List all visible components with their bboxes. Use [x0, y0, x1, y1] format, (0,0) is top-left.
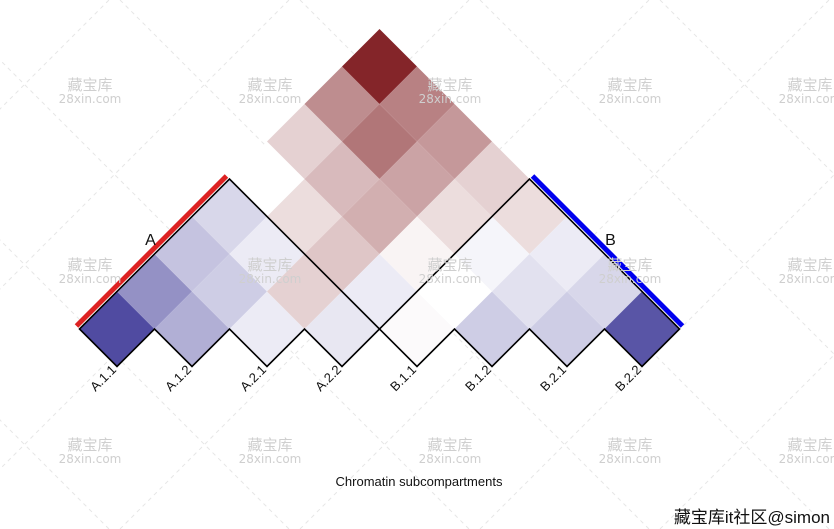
watermark-url: 28xin.com — [59, 272, 122, 286]
watermark-cn: 藏宝库 — [607, 256, 652, 274]
watermark-url: 28xin.com — [599, 452, 662, 466]
tick-label: A.1.1 — [87, 362, 119, 394]
watermark-cn: 藏宝库 — [787, 256, 832, 274]
group-outline-A — [78, 177, 381, 368]
watermark-url: 28xin.com — [239, 272, 302, 286]
watermark-cn: 藏宝库 — [607, 76, 652, 94]
watermark-cn: 藏宝库 — [247, 436, 292, 454]
tick-labels: A.1.1 A.1.2 A.2.1 A.2.2 B.1.1 B.1.2 B.2.1 B.2.2 — [87, 362, 644, 394]
watermark-cn: 藏宝库 — [607, 436, 652, 454]
watermark-cn: 藏宝库 — [787, 436, 832, 454]
watermark-cn: 藏宝库 — [67, 256, 112, 274]
watermark-url: 28xin.com — [779, 92, 834, 106]
group-bar-A — [74, 174, 229, 328]
watermark-cn: 藏宝库 — [427, 436, 472, 454]
watermark-url: 28xin.com — [779, 452, 834, 466]
watermark-url: 28xin.com — [419, 452, 482, 466]
tick-label: B.1.1 — [387, 362, 419, 394]
watermark-url: 28xin.com — [239, 92, 302, 106]
group-label-B: B — [605, 232, 616, 249]
watermark-url: 28xin.com — [59, 452, 122, 466]
watermark-cn: 藏宝库 — [427, 256, 472, 274]
tick-label: B.1.2 — [462, 362, 494, 394]
group-outline-B — [378, 177, 681, 368]
watermarks: 藏宝库28xin.com藏宝库28xin.com藏宝库28xin.com藏宝库2… — [59, 76, 834, 466]
x-axis-label: Chromatin subcompartments — [336, 474, 503, 489]
watermark-url: 28xin.com — [599, 272, 662, 286]
watermark-url: 28xin.com — [419, 272, 482, 286]
watermark-cn: 藏宝库 — [787, 76, 832, 94]
tick-label: A.2.2 — [312, 362, 344, 394]
watermark-cn: 藏宝库 — [67, 76, 112, 94]
watermark-cn: 藏宝库 — [247, 256, 292, 274]
group-outlines — [78, 177, 681, 368]
watermark-url: 28xin.com — [419, 92, 482, 106]
footer-watermark: 藏宝库it社区@simon — [674, 508, 830, 527]
tick-label: A.1.2 — [162, 362, 194, 394]
heatmap-cells — [79, 29, 680, 367]
tick-label: B.2.1 — [537, 362, 569, 394]
tick-label: A.2.1 — [237, 362, 269, 394]
watermark-cn: 藏宝库 — [67, 436, 112, 454]
watermark-url: 28xin.com — [239, 452, 302, 466]
group-bar-B — [530, 174, 685, 328]
watermark-url: 28xin.com — [599, 92, 662, 106]
watermark-url: 28xin.com — [59, 92, 122, 106]
group-label-A: A — [145, 232, 156, 249]
watermark-cn: 藏宝库 — [427, 76, 472, 94]
watermark-cn: 藏宝库 — [247, 76, 292, 94]
watermark-url: 28xin.com — [779, 272, 834, 286]
tick-label: B.2.2 — [612, 362, 644, 394]
